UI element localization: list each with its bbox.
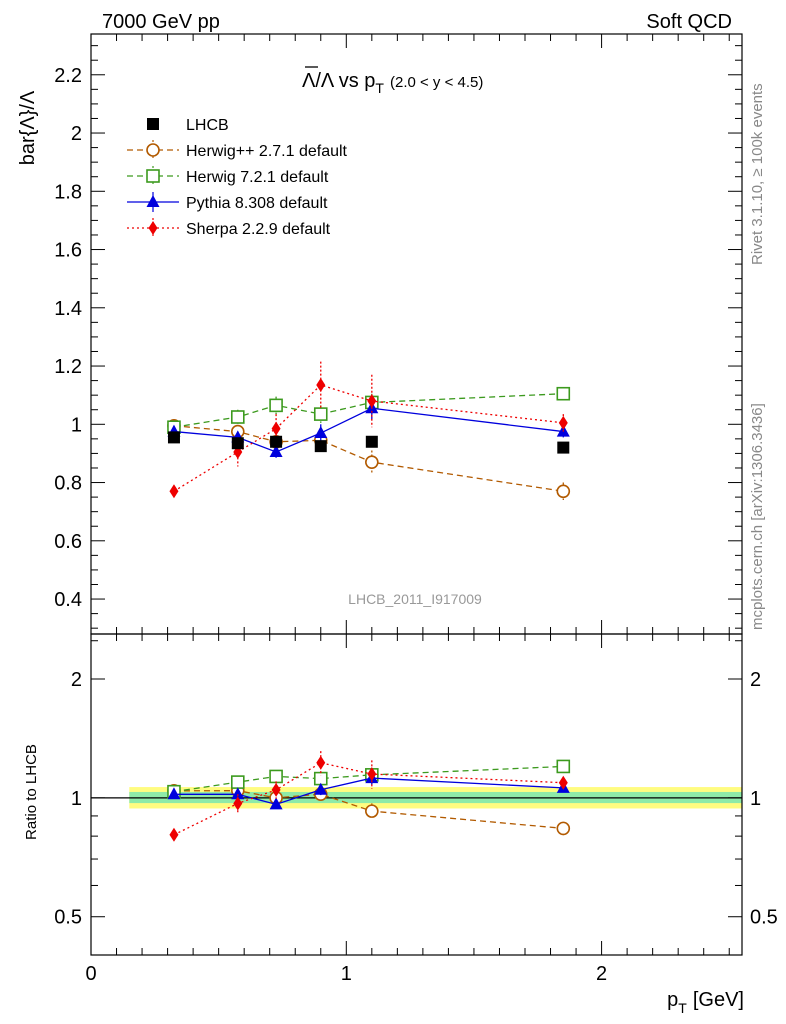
x-tick-label: 1: [341, 963, 352, 985]
series-lhcb-main-point: [167, 431, 180, 444]
series-lhcb-main-point: [314, 440, 327, 453]
plot-title: Λ/Λ vs pT (2.0 < y < 4.5): [302, 70, 483, 96]
series-sherpa-main-point: [558, 415, 568, 430]
ratio-frame: [90, 633, 743, 956]
side-label-rivet: Rivet 3.1.10, ≥ 100k events: [749, 83, 766, 265]
header-left: 7000 GeV pp: [102, 11, 220, 33]
series-herwig7-main-point: [556, 386, 571, 401]
series-sherpa-main-point: [169, 484, 179, 499]
series-sherpa-main-line: [173, 384, 564, 492]
x-tick-label: 0: [85, 963, 96, 985]
ratio-y-tick-label-right: 2: [750, 669, 761, 691]
x-axis-label-sub: T: [678, 1000, 687, 1016]
series-herwig7-main-point: [230, 410, 245, 424]
series-herwigpp-main-point: [556, 484, 571, 499]
series-pythia-ratio-line: [173, 777, 564, 806]
series-herwig7-ratio-line: [173, 765, 564, 793]
series-pythia-ratio-point: [314, 782, 328, 795]
legend-marker-lhcb: [147, 118, 159, 130]
series-lhcb-main-point: [365, 435, 378, 448]
series-sherpa-ratio-point: [169, 827, 179, 842]
ratio-y-tick-label-right: 0.5: [750, 907, 778, 929]
ratio-y-tick-label: 0.5: [54, 907, 82, 929]
ratio-y-tick-label: 1: [71, 788, 82, 810]
y-tick-label: 0.4: [54, 589, 82, 611]
legend-entry-sherpa: Sherpa 2.2.9 default: [127, 218, 331, 238]
series-sherpa-ratio-point: [558, 775, 568, 790]
series-pythia-ratio-point: [231, 787, 245, 800]
series-sherpa-ratio-point: [233, 796, 243, 811]
series-herwig7-main-point: [269, 398, 283, 413]
legend-label-pythia: Pythia 8.308 default: [186, 195, 328, 212]
y-tick-label: 2.2: [54, 65, 82, 87]
x-axis-label-unit: [GeV]: [693, 989, 744, 1011]
series-herwig7-ratio-point: [269, 769, 283, 784]
series-herwig7-main-point: [313, 407, 328, 421]
series-sherpa-main-point: [271, 421, 281, 436]
series-pythia-main-line: [173, 407, 564, 453]
series-herwigpp-ratio-point: [365, 804, 379, 818]
y-axis-label-ratio: Ratio to LHCB: [23, 744, 40, 840]
legend: LHCB Herwig++ 2.7.1 default Herwig 7.2.1 d…: [127, 117, 348, 238]
legend-label-herwig7: Herwig 7.2.1 default: [186, 169, 329, 186]
legend-marker-sherpa: [148, 221, 158, 235]
legend-marker-pythia: [146, 195, 160, 207]
ratio-y-tick-label-right: 1: [750, 788, 761, 810]
series-herwigpp-main-line: [173, 425, 564, 492]
series-herwig7-main-line: [173, 393, 564, 428]
legend-entry-herwigpp: Herwig++ 2.7.1 default: [127, 140, 348, 160]
series-lhcb: [167, 431, 570, 454]
series-sherpa-ratio-point: [367, 767, 377, 782]
series-pythia-ratio-point: [167, 787, 181, 800]
series-herwigpp-ratio-point: [556, 821, 571, 836]
series-herwig7-ratio-point: [230, 775, 245, 789]
y-tick-label: 1.2: [54, 356, 82, 378]
series-pythia-main-point: [269, 444, 283, 457]
y-axis-label-main: bar{Λ}/Λ: [17, 90, 39, 165]
series-herwig7-ratio-point: [556, 759, 571, 774]
series-sherpa-ratio-point: [316, 755, 326, 770]
plot-title-sub: T: [375, 80, 384, 96]
legend-entry-pythia: Pythia 8.308 default: [127, 192, 328, 212]
series-sherpa-ratio-point: [271, 782, 281, 797]
series-herwigpp-main-point: [365, 455, 379, 469]
plot-title-main: Λ/Λ vs p: [302, 70, 375, 92]
y-tick-label: 2: [71, 123, 82, 145]
y-tick-label: 0.8: [54, 473, 82, 495]
ratio-y-tick-label: 2: [71, 669, 82, 691]
series-sherpa-main-point: [316, 377, 326, 392]
legend-label-lhcb: LHCB: [186, 117, 229, 134]
series-pythia-main-point: [314, 426, 328, 439]
y-tick-label: 1.6: [54, 240, 82, 262]
y-tick-label: 0.6: [54, 531, 82, 553]
x-axis-label: pT [GeV]: [667, 989, 744, 1016]
legend-label-sherpa: Sherpa 2.2.9 default: [186, 221, 331, 238]
y-tick-label: 1.8: [54, 181, 82, 203]
series-lhcb-main-point: [231, 437, 244, 450]
series-sherpa-main-point: [367, 393, 377, 408]
legend-marker-herwigpp: [146, 143, 160, 157]
ratio-band-layer: [91, 787, 742, 809]
legend-marker-herwig7: [146, 169, 160, 183]
series-pythia-ratio-point: [269, 797, 283, 810]
series-herwigpp-ratio-line: [173, 790, 564, 830]
y-tick-label: 1.4: [54, 298, 82, 320]
legend-entry-herwig7: Herwig 7.2.1 default: [127, 166, 329, 186]
side-label-site: mcplots.cern.ch [arXiv:1306.3436]: [749, 403, 766, 630]
legend-entry-lhcb: LHCB: [147, 117, 229, 134]
series-layer: [167, 361, 571, 842]
series-lhcb-main-point: [270, 435, 283, 448]
x-tick-label: 2: [596, 963, 607, 985]
header-right: Soft QCD: [646, 11, 732, 33]
watermark: LHCB_2011_I917009: [348, 591, 482, 607]
plot-title-range: (2.0 < y < 4.5): [390, 74, 483, 91]
legend-label-herwigpp: Herwig++ 2.7.1 default: [186, 143, 348, 160]
x-axis-label-main: p: [667, 989, 678, 1011]
series-lhcb-main-point: [557, 441, 570, 454]
axis-layer: 0 1 2 0.4 0.6 0.8 1 1.2 1.4 1.6 1.8 2 2.2 0.5 1 2 0.5 1 2: [54, 33, 778, 985]
y-tick-label: 1: [71, 414, 82, 436]
